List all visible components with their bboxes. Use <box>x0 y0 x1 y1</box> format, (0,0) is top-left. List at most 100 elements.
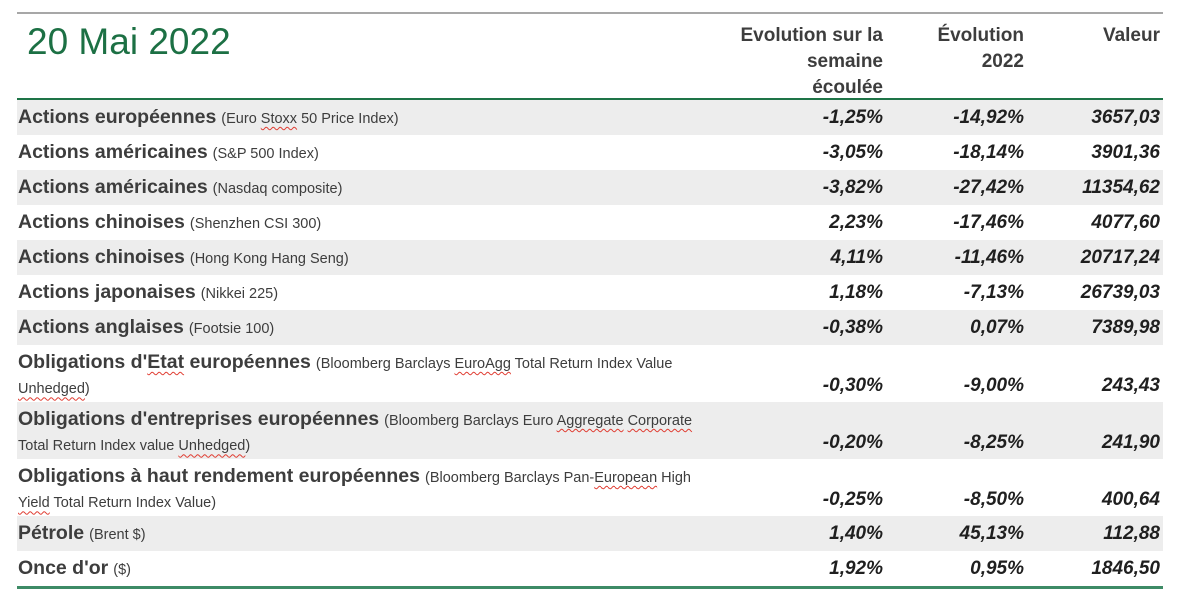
table-row: Obligations d'entreprises européennes (Bl… <box>17 402 1163 459</box>
column-headers: Evolution sur la semaine écoulée Évoluti… <box>723 14 1163 102</box>
row-label: Actions américaines (Nasdaq composite) <box>17 176 723 199</box>
week-change-cell: 1,18% <box>829 281 883 303</box>
index-note: (Bloomberg Barclays EuroAgg Total Return… <box>18 356 673 398</box>
column-header-ytd-change: Évolution 2022 <box>937 25 1024 73</box>
asset-name: Obligations d'entreprises européennes <box>18 408 380 430</box>
week-change-cell: -0,30% <box>822 375 883 396</box>
spellcheck-underline: Aggregate <box>556 413 624 429</box>
value-cell: 20717,24 <box>1080 246 1160 268</box>
asset-name: Actions américaines <box>18 141 208 163</box>
week-change-cell: 4,11% <box>830 246 883 268</box>
row-values: -0,30% -9,00% 243,43 <box>723 375 1163 402</box>
row-label: Actions anglaises (Footsie 100) <box>17 316 723 339</box>
week-change-cell: -3,05% <box>822 141 883 163</box>
asset-name: Actions européennes <box>18 106 217 128</box>
row-values: -1,25% -14,92% 3657,03 <box>723 107 1163 129</box>
row-label: Once d'or ($) <box>17 557 723 580</box>
asset-name: Pétrole <box>18 522 85 544</box>
row-label: Actions japonaises (Nikkei 225) <box>17 281 723 304</box>
ytd-change-cell: -27,42% <box>953 176 1024 198</box>
week-change-cell: 1,40% <box>829 522 883 544</box>
row-label: Pétrole (Brent $) <box>17 522 723 545</box>
asset-name: Actions japonaises <box>18 281 196 303</box>
week-change-cell: -3,82% <box>822 176 883 198</box>
table-row: Actions américaines (Nasdaq composite) -3,… <box>17 170 1163 205</box>
asset-name: Once d'or <box>18 557 109 579</box>
table-row: Actions européennes (Euro Stoxx 50 Price … <box>17 100 1163 135</box>
row-label: Actions chinoises (Shenzhen CSI 300) <box>17 211 723 234</box>
value-cell: 400,64 <box>1101 489 1160 510</box>
row-values: -0,38% 0,07% 7389,98 <box>723 317 1163 339</box>
row-values: -3,82% -27,42% 11354,62 <box>723 177 1163 199</box>
ytd-change-cell: -14,92% <box>953 106 1024 128</box>
asset-name: Actions anglaises <box>18 316 184 338</box>
ytd-change-cell: -18,14% <box>953 141 1024 163</box>
column-header-value: Valeur <box>1102 25 1160 46</box>
row-values: 1,18% -7,13% 26739,03 <box>723 282 1163 304</box>
asset-name: Actions chinoises <box>18 211 185 233</box>
asset-name: Actions américaines <box>18 176 208 198</box>
table-row: Obligations d'Etat européennes (Bloomberg… <box>17 345 1163 402</box>
index-note: (Nikkei 225) <box>200 286 279 302</box>
row-values: 1,40% 45,13% 112,88 <box>723 523 1163 545</box>
table-row: Actions anglaises (Footsie 100) -0,38% 0,07… <box>17 310 1163 345</box>
ytd-change-cell: -8,50% <box>963 489 1024 510</box>
week-change-cell: -0,20% <box>822 432 883 453</box>
row-label: Obligations d'entreprises européennes (Bl… <box>17 402 723 458</box>
column-header-week-change: Evolution sur la semaine écoulée <box>740 25 883 99</box>
table-row: Pétrole (Brent $) 1,40% 45,13% 112,88 <box>17 516 1163 551</box>
row-values: -0,25% -8,50% 400,64 <box>723 489 1163 516</box>
row-label: Obligations à haut rendement européennes… <box>17 459 723 515</box>
value-cell: 241,90 <box>1101 432 1160 453</box>
week-change-cell: -0,25% <box>822 489 883 510</box>
spellcheck-underline: EuroAgg <box>454 356 511 372</box>
ytd-change-cell: 0,07% <box>970 316 1024 338</box>
index-note: (Bloomberg Barclays Euro Aggregate Corpo… <box>18 413 693 455</box>
value-cell: 3901,36 <box>1091 141 1160 163</box>
index-note: (Nasdaq composite) <box>212 181 343 197</box>
table-row: Actions chinoises (Shenzhen CSI 300) 2,23%… <box>17 205 1163 240</box>
ytd-change-cell: 45,13% <box>959 522 1024 544</box>
asset-name: Obligations à haut rendement européennes <box>18 465 420 487</box>
spellcheck-underline: Corporate <box>627 413 693 429</box>
value-cell: 1846,50 <box>1091 557 1160 579</box>
ytd-change-cell: -8,25% <box>963 432 1024 453</box>
spellcheck-underline: Unhedged <box>18 381 85 398</box>
value-cell: 112,88 <box>1103 522 1160 544</box>
value-cell: 26739,03 <box>1080 281 1160 303</box>
row-label: Actions américaines (S&P 500 Index) <box>17 141 723 164</box>
spellcheck-underline: Unhedged <box>178 438 246 455</box>
spellcheck-underline: Stoxx <box>260 111 298 127</box>
table-header: 20 Mai 2022 Evolution sur la semaine éco… <box>17 14 1163 100</box>
spellcheck-underline: Etat <box>147 351 185 373</box>
value-cell: 243,43 <box>1101 375 1160 396</box>
ytd-change-cell: 0,95% <box>970 557 1024 579</box>
row-values: -0,20% -8,25% 241,90 <box>723 432 1163 459</box>
top-divider <box>17 12 1163 14</box>
row-values: 4,11% -11,46% 20717,24 <box>723 247 1163 269</box>
spellcheck-underline: European <box>594 470 658 486</box>
table-row: Obligations à haut rendement européennes… <box>17 459 1163 516</box>
ytd-change-cell: -9,00% <box>963 375 1024 396</box>
row-values: 2,23% -17,46% 4077,60 <box>723 212 1163 234</box>
index-note: (Bloomberg Barclays Pan-European High Yi… <box>18 470 691 512</box>
row-label: Actions européennes (Euro Stoxx 50 Price … <box>17 106 723 129</box>
row-label: Obligations d'Etat européennes (Bloomberg… <box>17 345 723 401</box>
row-values: 1,92% 0,95% 1846,50 <box>723 558 1163 580</box>
week-change-cell: -0,38% <box>822 316 883 338</box>
page-title: 20 Mai 2022 <box>27 21 231 62</box>
index-note: (Footsie 100) <box>188 321 275 337</box>
market-summary-table: 20 Mai 2022 Evolution sur la semaine éco… <box>17 0 1163 589</box>
table-body: Actions européennes (Euro Stoxx 50 Price … <box>17 100 1163 586</box>
bottom-divider <box>17 586 1163 589</box>
asset-name: Obligations d'Etat européennes <box>18 351 311 373</box>
value-cell: 4077,60 <box>1091 211 1160 233</box>
week-change-cell: -1,25% <box>822 106 883 128</box>
index-note: (Euro Stoxx 50 Price Index) <box>221 111 399 127</box>
row-values: -3,05% -18,14% 3901,36 <box>723 142 1163 164</box>
index-note: ($) <box>113 562 131 578</box>
week-change-cell: 1,92% <box>829 557 883 579</box>
table-row: Actions américaines (S&P 500 Index) -3,05%… <box>17 135 1163 170</box>
week-change-cell: 2,23% <box>829 211 883 233</box>
row-label: Actions chinoises (Hong Kong Hang Seng) <box>17 246 723 269</box>
